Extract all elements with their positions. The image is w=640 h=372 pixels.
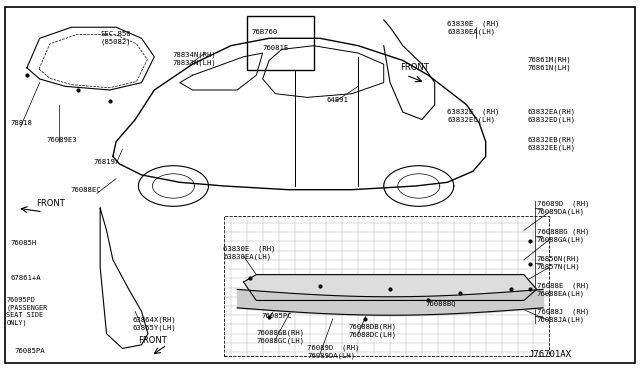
Text: SEC.850
(85082): SEC.850 (85082) (100, 31, 131, 45)
Text: 76085PA: 76085PA (14, 349, 45, 355)
Text: 76819: 76819 (94, 159, 116, 165)
Text: 76089D  (RH)
76089DA(LH): 76089D (RH) 76089DA(LH) (307, 344, 360, 359)
Text: 63830E  (RH)
63830EA(LH): 63830E (RH) 63830EA(LH) (223, 246, 276, 260)
Bar (246, 16, 314, 70)
Text: 76861M(RH)
76861N(LH): 76861M(RH) 76861N(LH) (527, 57, 571, 71)
Text: 78818: 78818 (11, 120, 33, 126)
Text: FRONT: FRONT (138, 336, 167, 345)
Text: 78834N(RH)
78833N(LH): 78834N(RH) 78833N(LH) (172, 51, 216, 66)
Polygon shape (244, 275, 537, 301)
Text: 76088BQ: 76088BQ (425, 300, 456, 306)
Text: 63832EA(RH)
63832ED(LH): 63832EA(RH) 63832ED(LH) (527, 109, 575, 123)
Text: J76701AX: J76701AX (529, 350, 572, 359)
Text: 76088GB(RH)
76088GC(LH): 76088GB(RH) 76088GC(LH) (256, 329, 305, 344)
Text: 76085PC: 76085PC (261, 313, 292, 319)
Text: 76089E3: 76089E3 (46, 137, 77, 143)
Text: 76085H: 76085H (11, 240, 37, 246)
Text: 63830E  (RH)
63830EA(LH): 63830E (RH) 63830EA(LH) (447, 21, 500, 35)
Text: 76089D  (RH)
76089DA(LH): 76089D (RH) 76089DA(LH) (537, 201, 589, 215)
Text: FRONT: FRONT (36, 199, 65, 208)
Text: 76088E  (RH)
76088EA(LH): 76088E (RH) 76088EA(LH) (537, 282, 589, 296)
Text: 76B760: 76B760 (251, 29, 277, 35)
Text: 63832E  (RH)
63832EC(LH): 63832E (RH) 63832EC(LH) (447, 109, 500, 123)
Text: 76088BG (RH)
76088GA(LH): 76088BG (RH) 76088GA(LH) (537, 229, 589, 243)
Text: 76856N(RH)
76857N(LH): 76856N(RH) 76857N(LH) (537, 256, 580, 270)
Text: 63832EB(RH)
63832EE(LH): 63832EB(RH) 63832EE(LH) (527, 136, 575, 151)
Text: FRONT: FRONT (399, 63, 428, 72)
Text: 76088DB(RH)
76088DC(LH): 76088DB(RH) 76088DC(LH) (349, 324, 397, 338)
Text: 76095PD
(PASSENGER
SEAT SIDE
ONLY): 76095PD (PASSENGER SEAT SIDE ONLY) (6, 297, 48, 326)
Text: 76088J  (RH)
76088JA(LH): 76088J (RH) 76088JA(LH) (537, 309, 589, 323)
Text: 64891: 64891 (326, 97, 348, 103)
Text: 63864X(RH)
63865Y(LH): 63864X(RH) 63865Y(LH) (132, 316, 176, 331)
Text: 67861+A: 67861+A (11, 275, 42, 281)
Text: 76088EC: 76088EC (70, 187, 101, 193)
Text: 76081E: 76081E (262, 45, 289, 51)
